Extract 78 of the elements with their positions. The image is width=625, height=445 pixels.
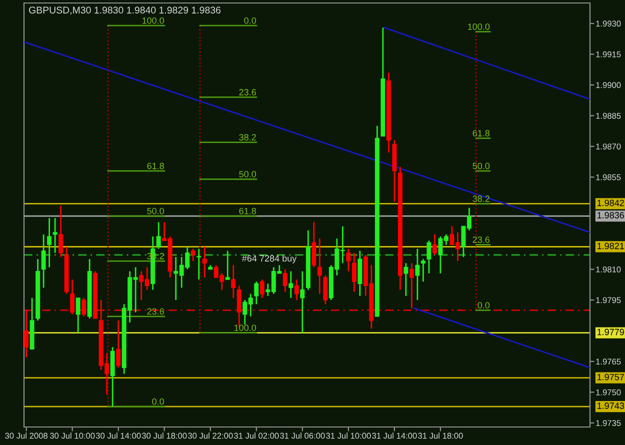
ref-line-label: 1.9836 (597, 212, 624, 218)
candlestick (432, 234, 437, 256)
candlestick (300, 270, 305, 334)
candlestick (190, 248, 196, 262)
candlestick (225, 250, 230, 280)
y-tick-label: 1.9930 (596, 20, 621, 27)
ref-line-label: 1.9821 (597, 242, 624, 250)
annotation: 0.0 (478, 302, 490, 308)
annotation: 100.0 (142, 17, 164, 24)
x-tick-label: 30 Jul 2008 (5, 432, 48, 439)
x-tick-label: 30 Jul 18:00 (142, 432, 187, 439)
annotation: 0.0 (244, 17, 256, 24)
annotation: 61.8 (472, 130, 490, 136)
x-tick-label: 30 Jul 14:00 (96, 432, 141, 439)
candlestick (312, 221, 316, 268)
candlestick (323, 274, 328, 305)
candlestick (196, 248, 202, 280)
chart-title: GBPUSD,M30 1.9830 1.9840 1.9829 1.9836 (29, 6, 221, 15)
candlestick (260, 278, 264, 299)
candlestick (70, 278, 75, 316)
annotation: 100.0 (468, 24, 490, 30)
candlestick (24, 310, 29, 358)
candlestick (82, 297, 86, 318)
candlestick (254, 280, 259, 305)
candlestick (288, 270, 294, 299)
x-tick-label: 30 Jul 22:00 (188, 432, 233, 439)
annotation: 50.0 (239, 170, 256, 178)
candlestick (47, 217, 52, 268)
candlestick (41, 234, 46, 288)
ref-line-label: 1.9743 (597, 402, 624, 409)
x-tick-label: 31 Jul 06:00 (280, 432, 325, 439)
ref-line-label: 1.9757 (597, 374, 624, 380)
annotation: 23.6 (147, 308, 164, 315)
y-tick-label: 1.9915 (596, 51, 621, 58)
y-tick-label: 1.9810 (596, 266, 621, 272)
candlestick (52, 217, 58, 254)
ref-line-label: #64 7284 buy (242, 254, 297, 264)
annotation: 100.0 (234, 324, 256, 331)
candlestick (294, 278, 299, 301)
x-tick-label: 31 Jul 14:00 (372, 432, 417, 439)
ref-line-label: 1.9842 (597, 200, 624, 206)
y-tick-label: 1.9870 (596, 144, 621, 150)
candlestick (317, 238, 322, 295)
annotation: 0.0 (152, 398, 164, 405)
annotation: 61.8 (147, 162, 164, 170)
x-tick-label: 31 Jul 02:00 (234, 432, 279, 439)
candlestick (76, 297, 80, 334)
y-tick-label: 1.9735 (596, 420, 621, 426)
y-tick-label: 1.9795 (596, 297, 621, 304)
candlestick (352, 252, 356, 293)
candlestick (282, 268, 288, 293)
x-tick-label: 31 Jul 10:00 (326, 432, 371, 439)
y-tick-label: 1.9900 (596, 82, 621, 88)
annotation: 38.2 (239, 134, 256, 140)
candlestick (202, 246, 207, 278)
annotation: 61.8 (239, 208, 256, 214)
x-tick-label: 30 Jul 10:00 (50, 432, 95, 439)
candlestick (409, 262, 414, 309)
y-tick-label: 1.9885 (596, 112, 621, 119)
candlestick (420, 258, 426, 282)
x-tick-label: 31 Jul 18:00 (418, 432, 463, 439)
candlestick (415, 248, 420, 301)
annotation: 50.0 (147, 208, 164, 214)
annotation: 50.0 (472, 162, 490, 170)
annotation: 38.2 (472, 196, 490, 202)
annotation: 23.6 (239, 89, 256, 96)
candlestick (346, 248, 351, 272)
candlestick (116, 320, 121, 368)
y-tick-label: 1.9855 (596, 174, 621, 180)
candlestick (58, 205, 64, 258)
y-tick-label: 1.9765 (596, 358, 621, 365)
candlestick (231, 264, 236, 299)
ref-line-label: 1.9779 (597, 328, 624, 336)
y-tick-label: 1.9750 (596, 389, 621, 396)
candlestick (156, 221, 161, 250)
candlestick (404, 262, 408, 297)
candlestick (426, 240, 432, 274)
annotation: 23.6 (472, 236, 490, 243)
